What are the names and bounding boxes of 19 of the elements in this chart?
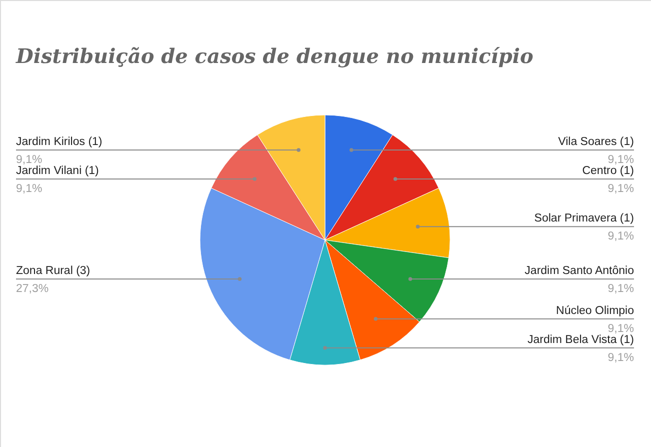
data-label: 9,1% <box>16 154 42 166</box>
data-label: 9,1% <box>608 282 634 295</box>
slice-label: Núcleo Olimpio <box>556 304 634 317</box>
data-label: 27,3% <box>16 282 49 295</box>
slice-label: Jardim Bela Vista (1) <box>527 334 634 346</box>
slice-label: Jardim Santo Antônio <box>524 264 634 277</box>
data-label: 9,1% <box>608 154 634 166</box>
slice-label: Solar Primavera (1) <box>534 212 634 225</box>
data-label: 9,1% <box>608 352 634 364</box>
data-label: 9,1% <box>16 183 42 196</box>
data-label: 9,1% <box>608 230 634 243</box>
slice-label: Jardim Vilani (1) <box>16 165 100 178</box>
slice-label: Vila Soares (1) <box>558 136 634 148</box>
slice-label: Jardim Kirilos (1) <box>16 136 102 148</box>
slice-label: Zona Rural (3) <box>16 264 90 277</box>
chart-title: Distribuição de casos de dengue no município <box>15 44 534 68</box>
data-label: 9,1% <box>608 183 634 196</box>
slice-label: Centro (1) <box>582 165 634 178</box>
data-label: 9,1% <box>608 322 634 335</box>
